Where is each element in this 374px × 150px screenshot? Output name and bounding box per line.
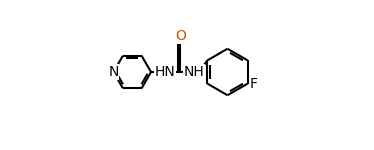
Text: N: N: [108, 65, 119, 79]
Text: HN: HN: [155, 65, 176, 79]
Text: NH: NH: [183, 65, 204, 79]
Text: O: O: [175, 29, 186, 43]
Text: F: F: [249, 77, 257, 91]
